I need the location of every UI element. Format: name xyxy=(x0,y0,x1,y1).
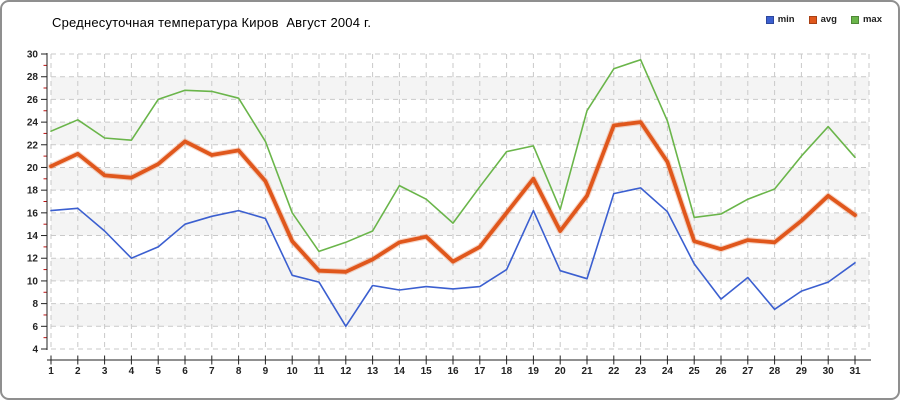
x-axis-tick-label: 19 xyxy=(528,366,540,377)
x-axis-tick-label: 3 xyxy=(102,366,108,377)
x-axis-tick-label: 27 xyxy=(742,366,754,377)
x-axis-tick-label: 9 xyxy=(263,366,269,377)
plot-band xyxy=(51,122,869,145)
legend-item-max: max xyxy=(850,14,882,25)
y-axis-tick-label: 24 xyxy=(27,118,39,129)
x-axis-tick-label: 16 xyxy=(447,366,459,377)
x-axis-tick-label: 14 xyxy=(394,366,406,377)
x-axis-tick-label: 7 xyxy=(209,366,215,377)
plot-band xyxy=(51,212,869,236)
x-axis-tick-label: 22 xyxy=(608,366,620,377)
y-axis-tick-label: 8 xyxy=(32,299,38,310)
plot-band xyxy=(51,167,869,191)
y-axis-tick-label: 10 xyxy=(27,276,39,287)
x-axis-tick-label: 17 xyxy=(474,366,486,377)
y-axis-tick-label: 14 xyxy=(27,231,39,242)
x-axis-tick-label: 30 xyxy=(823,366,835,377)
y-axis-tick-label: 18 xyxy=(27,186,39,197)
max-line xyxy=(50,58,856,253)
y-axis-tick-label: 22 xyxy=(27,140,39,151)
y-axis-tick-label: 6 xyxy=(32,322,38,333)
avg-line xyxy=(49,120,857,274)
x-axis-tick-label: 11 xyxy=(314,366,325,377)
y-axis-tick-label: 28 xyxy=(27,72,39,83)
x-axis-tick-label: 2 xyxy=(75,366,81,377)
x-axis-tick-label: 28 xyxy=(769,366,781,377)
x-axis-tick-label: 5 xyxy=(155,366,161,377)
x-axis-tick-label: 21 xyxy=(581,366,593,377)
x-axis-tick-label: 24 xyxy=(662,366,674,377)
x-axis-tick-label: 29 xyxy=(796,366,808,377)
plot-band xyxy=(51,258,869,281)
legend: min avg max xyxy=(765,14,882,25)
x-axis-tick-label: 8 xyxy=(236,366,242,377)
y-axis-tick-label: 20 xyxy=(27,163,39,174)
x-axis-tick-label: 31 xyxy=(849,366,861,377)
x-axis-tick-label: 23 xyxy=(635,366,647,377)
x-axis-tick-label: 6 xyxy=(182,366,188,377)
y-axis-tick-label: 16 xyxy=(27,208,39,219)
y-axis-tick-label: 26 xyxy=(27,95,39,106)
x-axis-tick-label: 13 xyxy=(367,366,379,377)
legend-item-avg: avg xyxy=(808,14,837,25)
plot-band xyxy=(51,76,869,100)
x-axis-tick-label: 4 xyxy=(129,366,135,377)
x-axis-tick-label: 1 xyxy=(48,366,54,377)
avg-series-swatch-icon xyxy=(808,15,817,24)
x-axis-tick-label: 26 xyxy=(715,366,727,377)
y-axis-tick-label: 4 xyxy=(32,345,38,356)
legend-label-min: min xyxy=(777,14,795,25)
min-line xyxy=(50,187,856,328)
x-axis-tick-label: 25 xyxy=(689,366,701,377)
x-axis-tick-label: 12 xyxy=(340,366,352,377)
y-axis-tick-label: 30 xyxy=(27,50,39,61)
plot-band xyxy=(51,303,869,327)
chart-title: Среднесуточная температура Киров Август … xyxy=(52,15,372,30)
x-axis-tick-label: 18 xyxy=(501,366,513,377)
legend-label-max: max xyxy=(862,14,882,25)
max-series-swatch-icon xyxy=(850,15,859,24)
y-axis-tick-label: 12 xyxy=(27,254,39,265)
legend-item-min: min xyxy=(765,14,795,25)
legend-label-avg: avg xyxy=(820,14,837,25)
x-axis-tick-label: 10 xyxy=(287,366,299,377)
min-series-swatch-icon xyxy=(765,15,774,24)
x-axis-tick-label: 20 xyxy=(555,366,567,377)
x-axis-tick-label: 15 xyxy=(421,366,433,377)
